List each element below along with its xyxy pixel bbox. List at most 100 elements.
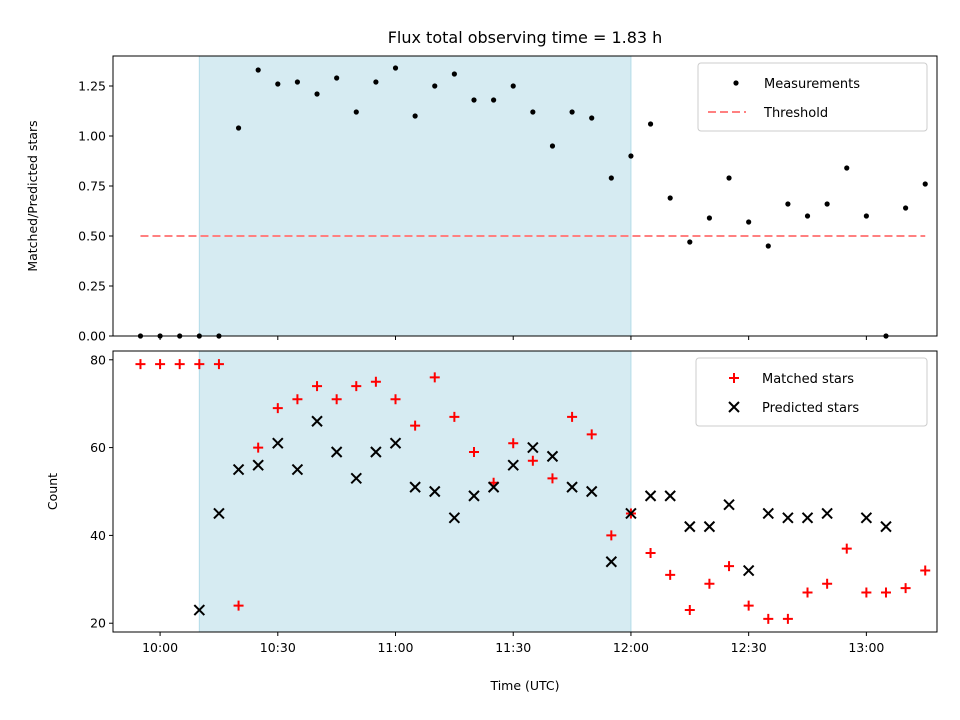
legend-marker bbox=[733, 80, 739, 86]
data-point bbox=[801, 512, 814, 524]
data-point bbox=[900, 583, 911, 594]
data-point bbox=[373, 79, 379, 85]
data-point bbox=[644, 490, 657, 502]
data-point bbox=[409, 481, 421, 493]
data-point bbox=[703, 520, 716, 533]
data-point bbox=[920, 565, 931, 576]
data-point bbox=[233, 600, 244, 611]
data-point bbox=[429, 372, 440, 383]
y-tick-label: 20 bbox=[90, 616, 106, 631]
data-point bbox=[645, 547, 656, 558]
data-point bbox=[471, 97, 477, 103]
legend-label: Predicted stars bbox=[762, 401, 859, 416]
observing-window-shade bbox=[198, 55, 632, 337]
data-point bbox=[451, 71, 457, 77]
y-axis-label: Matched/Predicted stars bbox=[25, 120, 40, 271]
data-point bbox=[351, 381, 362, 392]
data-point bbox=[429, 485, 441, 498]
data-point bbox=[213, 507, 225, 520]
data-point bbox=[606, 530, 617, 541]
data-point bbox=[275, 81, 281, 87]
data-point bbox=[449, 411, 460, 422]
data-point bbox=[508, 438, 519, 449]
panels: 0.00 0.25 0.50 0.75 1.00 1.25 Matched/Predicte… bbox=[25, 55, 938, 655]
y-tick-label: 0.00 bbox=[78, 329, 106, 344]
data-point bbox=[389, 437, 402, 449]
data-point bbox=[468, 446, 479, 457]
data-point bbox=[665, 569, 676, 580]
data-point bbox=[821, 507, 833, 520]
data-point bbox=[232, 463, 245, 476]
y-tick-label: 60 bbox=[90, 440, 106, 455]
data-point bbox=[824, 201, 830, 207]
axes-frame bbox=[112, 350, 938, 633]
data-point bbox=[468, 490, 480, 502]
data-point bbox=[687, 239, 693, 245]
axes-frame bbox=[112, 55, 938, 337]
data-point bbox=[742, 564, 755, 577]
data-point bbox=[272, 403, 283, 414]
data-point bbox=[804, 213, 811, 219]
data-point bbox=[353, 109, 359, 115]
data-point bbox=[860, 512, 873, 524]
data-point bbox=[802, 587, 813, 598]
legend-box bbox=[697, 62, 928, 132]
legend-marker bbox=[729, 373, 739, 383]
data-point bbox=[331, 394, 342, 405]
x-tick-label: 11:30 bbox=[495, 640, 531, 655]
panel-1: 0.00 0.25 0.50 0.75 1.00 1.25 Matched/Predicte… bbox=[25, 55, 938, 344]
data-point bbox=[549, 143, 556, 149]
data-point bbox=[785, 201, 791, 207]
data-point bbox=[586, 429, 597, 440]
data-point bbox=[608, 175, 614, 181]
data-point bbox=[782, 613, 793, 624]
data-point bbox=[546, 450, 559, 463]
data-point bbox=[491, 97, 497, 103]
y-tick-label: 40 bbox=[90, 528, 106, 543]
x-axis-label: Time (UTC) bbox=[489, 678, 559, 693]
data-point bbox=[412, 113, 418, 119]
data-point bbox=[569, 109, 575, 115]
data-point bbox=[314, 91, 320, 97]
data-point bbox=[605, 556, 618, 568]
chart-title: Flux total observing time = 1.83 h bbox=[388, 28, 663, 47]
data-point bbox=[903, 205, 909, 211]
y-tick-label: 0.50 bbox=[78, 229, 106, 244]
data-point bbox=[844, 165, 850, 171]
data-point bbox=[294, 79, 301, 85]
data-point bbox=[193, 604, 206, 616]
data-point bbox=[390, 394, 401, 405]
data-point bbox=[880, 520, 892, 533]
data-point bbox=[507, 459, 519, 471]
data-point bbox=[841, 543, 852, 554]
data-point bbox=[194, 359, 205, 370]
data-point bbox=[312, 381, 323, 392]
x-tick-label: 12:00 bbox=[613, 640, 649, 655]
data-point bbox=[155, 359, 166, 370]
y-tick-label: 0.75 bbox=[78, 179, 106, 194]
data-point bbox=[782, 512, 794, 524]
data-point bbox=[922, 181, 928, 187]
data-point bbox=[370, 446, 382, 458]
data-point bbox=[726, 175, 732, 181]
x-tick-label: 10:00 bbox=[142, 640, 178, 655]
data-point bbox=[863, 213, 869, 219]
data-point bbox=[743, 600, 754, 611]
data-point bbox=[667, 195, 673, 201]
data-point bbox=[311, 415, 323, 427]
data-point bbox=[861, 587, 872, 598]
y-tick-label: 1.25 bbox=[78, 79, 106, 94]
x-tick-label: 12:30 bbox=[731, 640, 767, 655]
data-point bbox=[664, 490, 676, 502]
data-point bbox=[704, 578, 715, 589]
data-point bbox=[762, 507, 774, 520]
y-tick-label: 80 bbox=[90, 352, 106, 367]
data-point bbox=[292, 394, 303, 405]
x-tick-label: 10:30 bbox=[260, 640, 296, 655]
data-point bbox=[723, 498, 735, 511]
data-point bbox=[350, 472, 362, 485]
legend-label: Threshold bbox=[763, 106, 828, 121]
data-point bbox=[330, 446, 343, 458]
panel-2: 20 40 60 80 10:00 10:30 11:00 11:30 12:00 12:30 13… bbox=[45, 350, 938, 655]
